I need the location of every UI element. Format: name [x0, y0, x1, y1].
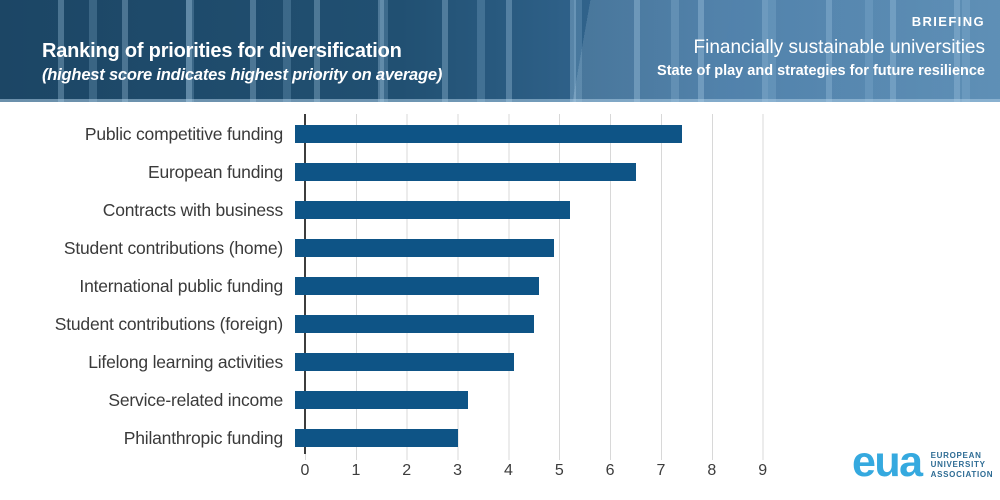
header-title-block: Ranking of priorities for diversificatio…	[42, 40, 442, 86]
eua-caption-line: EUROPEAN	[930, 450, 982, 460]
category-label: Philanthropic funding	[123, 427, 283, 448]
bar-row: Philanthropic funding	[0, 419, 1000, 457]
category-label: Contracts with business	[102, 199, 283, 220]
x-axis-ticks: 0 1 2 3 4 5 6 7 8 9	[301, 462, 768, 482]
eua-caption-line: UNIVERSITY	[930, 460, 986, 470]
category-label: Student contributions (home)	[63, 237, 283, 258]
bar	[295, 429, 458, 447]
bar	[295, 125, 682, 143]
x-tick-label: 1	[351, 462, 361, 479]
bar-row: Student contributions (home)	[0, 229, 1000, 267]
x-tick-label: 4	[503, 462, 513, 479]
bar	[295, 239, 555, 257]
x-tick-label: 3	[453, 462, 463, 479]
category-label: Lifelong learning activities	[88, 351, 283, 372]
x-tick-label: 2	[402, 462, 412, 479]
briefing-kicker: BRIEFING	[911, 14, 985, 29]
bar	[295, 391, 468, 409]
publication-title: Financially sustainable universities	[693, 37, 985, 58]
eua-logo-wordmark: eua	[852, 438, 923, 486]
bar-row: Service-related income	[0, 381, 1000, 419]
header-banner: Ranking of priorities for diversificatio…	[0, 0, 1000, 102]
bar-row: Public competitive funding	[0, 115, 1000, 153]
x-tick-label: 6	[605, 462, 615, 479]
x-tick-label: 7	[656, 462, 666, 479]
eua-logo-caption: EUROPEAN UNIVERSITY ASSOCIATION	[931, 451, 994, 480]
publication-info-block: BRIEFING Financially sustainable univers…	[657, 14, 985, 80]
publication-subtitle: State of play and strategies for future …	[657, 63, 985, 79]
bar	[295, 201, 570, 219]
category-label: Public competitive funding	[84, 123, 283, 144]
bar-row: International public funding	[0, 267, 1000, 305]
eua-logo: eua EUROPEAN UNIVERSITY ASSOCIATION	[852, 441, 994, 484]
bar-row: Student contributions (foreign)	[0, 305, 1000, 343]
eua-caption-line: ASSOCIATION	[930, 469, 994, 479]
bar-row: Contracts with business	[0, 191, 1000, 229]
bar	[295, 277, 540, 295]
bar-chart: Public competitive funding European fund…	[0, 112, 1000, 500]
bar-row: Lifelong learning activities	[0, 343, 1000, 381]
x-tick-label: 5	[554, 462, 564, 479]
x-tick-label: 0	[300, 462, 310, 479]
category-label: International public funding	[79, 275, 283, 296]
page-subtitle: (highest score indicates highest priorit…	[42, 66, 443, 84]
page-title: Ranking of priorities for diversificatio…	[42, 40, 402, 62]
x-tick-label: 9	[758, 462, 768, 479]
bar	[295, 315, 534, 333]
x-tick-label: 8	[707, 462, 717, 479]
bar-row: European funding	[0, 153, 1000, 191]
bar	[295, 353, 514, 371]
bar	[295, 163, 636, 181]
category-label: European funding	[148, 161, 283, 182]
category-label: Service-related income	[108, 389, 283, 410]
category-label: Student contributions (foreign)	[54, 313, 283, 334]
